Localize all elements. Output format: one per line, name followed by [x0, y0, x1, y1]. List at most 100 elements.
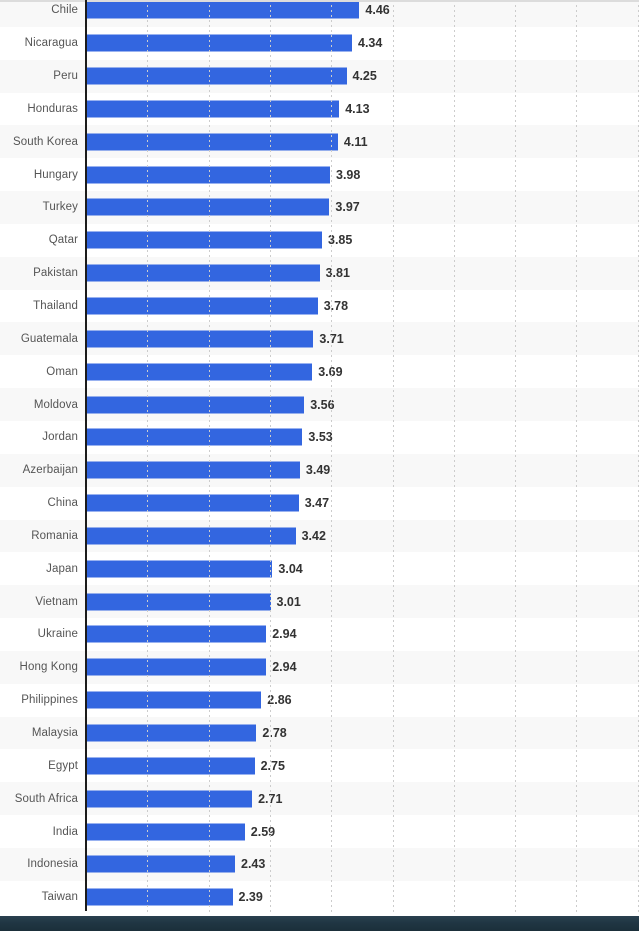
bar-row: Hong Kong 2.94	[0, 650, 639, 684]
bar-row: South Korea 4.11	[0, 125, 639, 159]
bar	[86, 1, 360, 19]
category-label: Thailand	[33, 300, 78, 313]
value-label: 3.49	[305, 463, 331, 478]
bar	[86, 264, 320, 282]
bar-row: Ukraine 2.94	[0, 618, 639, 651]
bar-row: Egypt 2.75	[0, 749, 639, 783]
category-label: Oman	[46, 365, 78, 378]
bar-row: Japan 3.04	[0, 552, 639, 586]
bar-row: Thailand 3.78	[0, 289, 639, 323]
value-label: 3.01	[276, 594, 301, 609]
bar	[86, 330, 314, 348]
bar	[86, 790, 253, 808]
value-label: 3.53	[308, 430, 333, 445]
value-label: 2.94	[272, 660, 297, 675]
value-label: 2.43	[241, 857, 266, 872]
bar-row: Peru 4.25	[0, 59, 639, 93]
value-label: 3.97	[335, 200, 360, 215]
bar	[86, 855, 235, 873]
category-label: Indonesia	[27, 858, 78, 871]
category-label: Taiwan	[41, 891, 78, 904]
category-label: India	[52, 825, 78, 838]
value-label: 2.75	[260, 758, 285, 773]
category-label: Hungary	[33, 168, 78, 181]
category-label: Honduras	[27, 102, 78, 115]
value-label: 4.34	[358, 36, 383, 51]
gridline	[515, 0, 517, 914]
bar-row: China 3.47	[0, 486, 639, 520]
gridline	[331, 0, 333, 914]
category-label: Azerbaijan	[22, 464, 78, 477]
gridline	[576, 0, 578, 914]
value-label: 4.11	[343, 134, 368, 149]
bar	[86, 691, 262, 709]
category-label: Romania	[31, 529, 78, 542]
bar	[86, 757, 255, 775]
value-label: 2.94	[272, 627, 297, 642]
category-label: Nicaragua	[24, 37, 78, 50]
bar-row: Honduras 4.13	[0, 92, 639, 126]
category-label: Egypt	[48, 759, 78, 772]
gridline	[147, 0, 149, 914]
bar	[86, 198, 330, 216]
bar-row: Indonesia 2.43	[0, 847, 639, 881]
bar	[86, 625, 267, 643]
value-label: 4.13	[345, 101, 370, 116]
footer-bar	[0, 916, 639, 931]
gridline	[453, 0, 455, 914]
category-label: Vietnam	[35, 595, 78, 608]
bar-row: Nicaragua 4.34	[0, 26, 639, 60]
bar-row: Hungary 3.98	[0, 158, 639, 192]
category-label: Ukraine	[37, 628, 78, 641]
bar-row: Turkey 3.97	[0, 191, 639, 224]
bar	[86, 428, 303, 446]
bar	[86, 166, 330, 184]
category-label: Moldova	[33, 398, 78, 411]
bar-row: Jordan 3.53	[0, 420, 639, 454]
category-label: Philippines	[21, 694, 78, 707]
chart-top-border	[0, 0, 639, 2]
bar-row: South Africa2.71	[0, 782, 639, 816]
bar-row: Oman 3.69	[0, 355, 639, 389]
category-label: Japan	[46, 562, 78, 575]
category-label: China	[47, 497, 78, 510]
y-axis-line	[85, 0, 87, 911]
category-label: South Korea	[12, 135, 78, 148]
bar-row: Guatemala3.71	[0, 322, 639, 356]
bar	[86, 461, 300, 479]
bar	[86, 823, 245, 841]
bar-row: Philippines 2.86	[0, 683, 639, 717]
bar	[86, 527, 296, 545]
value-label: 3.56	[310, 397, 335, 412]
bar-row: Romania 3.42	[0, 519, 639, 553]
bar	[86, 560, 273, 578]
gridline	[208, 0, 210, 914]
bar	[86, 133, 338, 151]
bar	[86, 396, 305, 414]
value-label: 3.69	[318, 365, 342, 379]
value-label: 3.81	[325, 266, 350, 281]
bar	[86, 494, 299, 512]
bar-row: Qatar 3.85	[0, 223, 639, 257]
category-label: Pakistan	[33, 267, 78, 280]
value-label: 2.59	[250, 824, 276, 839]
category-label: Malaysia	[31, 726, 78, 739]
bar	[86, 100, 340, 118]
value-label: 3.04	[278, 561, 303, 576]
category-label: South Africa	[14, 792, 78, 805]
bar	[86, 888, 233, 906]
value-label: 3.78	[323, 299, 349, 314]
category-label: Hong Kong	[19, 661, 78, 674]
bar	[86, 363, 313, 381]
value-label: 2.78	[262, 725, 287, 740]
value-label: 2.86	[267, 693, 292, 708]
value-label: 3.98	[336, 167, 361, 182]
value-label: 3.42	[301, 528, 326, 543]
bar	[86, 593, 271, 611]
category-label: Turkey	[42, 201, 78, 214]
bar-row: Moldova 3.56	[0, 388, 639, 421]
bar	[86, 34, 352, 52]
bar-row: Vietnam 3.01	[0, 585, 639, 619]
